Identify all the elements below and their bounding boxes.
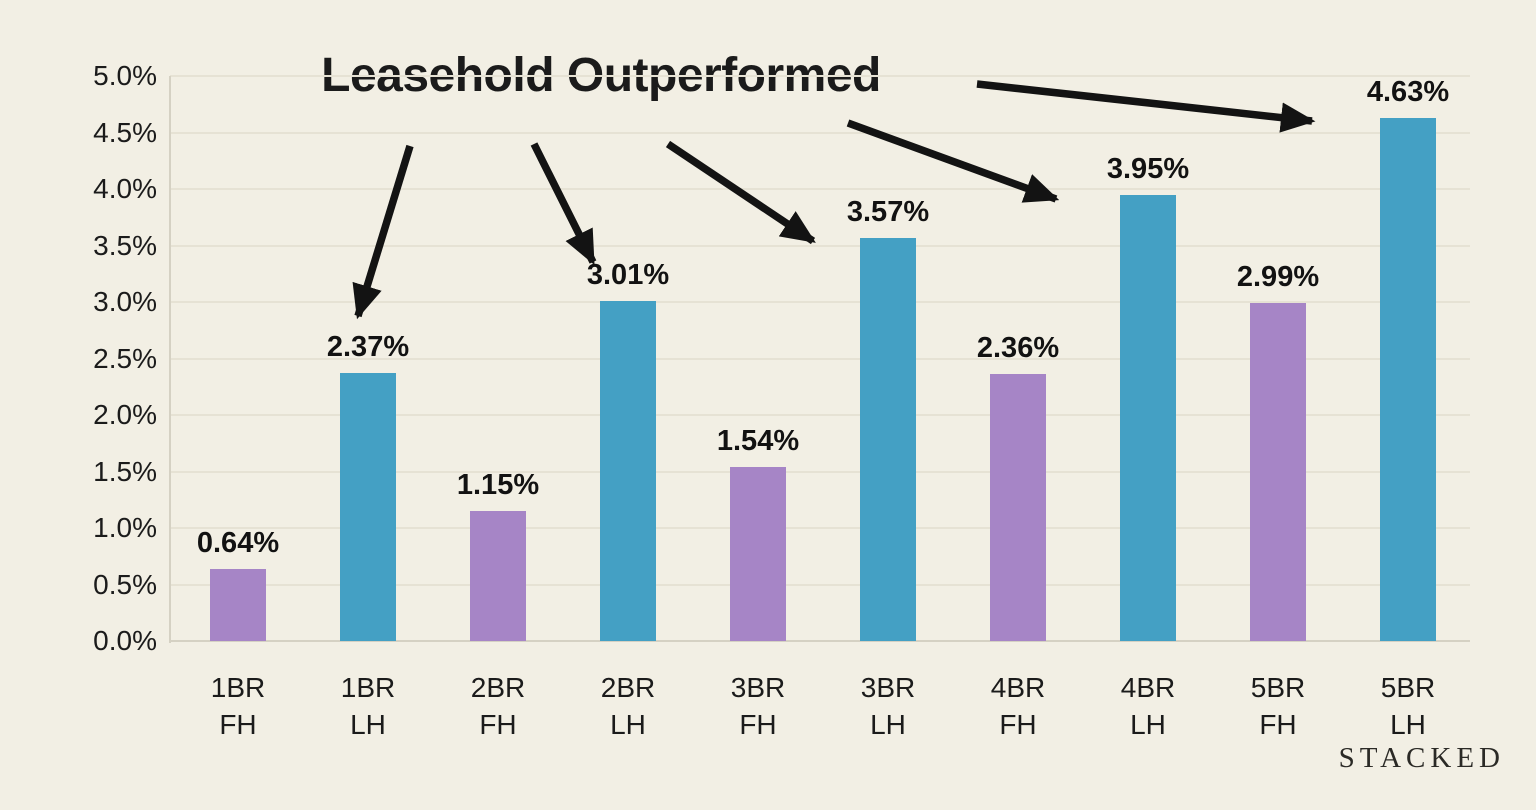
gridline — [170, 414, 1470, 416]
gridline — [170, 583, 1470, 586]
value-label: 3.95% — [1106, 152, 1190, 185]
bar-1br-lh — [340, 373, 396, 641]
gridline — [170, 188, 1470, 190]
x-tick-label: 1BR FH — [210, 672, 266, 740]
y-tick-label: 1.0% — [93, 512, 157, 543]
value-label: 2.36% — [976, 332, 1060, 365]
bar-4br-fh — [990, 374, 1046, 641]
bar-5br-lh — [1380, 117, 1436, 641]
y-tick-label: 4.5% — [93, 116, 157, 148]
x-tick-label: 2BR LH — [600, 672, 656, 740]
bar-2br-lh — [600, 300, 656, 641]
bar-5br-fh — [1250, 303, 1306, 641]
gridline — [170, 357, 1470, 360]
value-label: 2.37% — [326, 331, 410, 364]
y-axis-line — [169, 76, 171, 643]
arrow-to-3br-lh — [665, 140, 816, 245]
value-label: 3.57% — [846, 195, 930, 228]
x-tick-label: 4BR LH — [1120, 672, 1176, 740]
value-label: 4.63% — [1366, 75, 1450, 108]
value-label: 3.01% — [586, 258, 670, 291]
arrow-to-1br-lh — [352, 144, 414, 320]
gridline — [170, 527, 1470, 529]
y-tick-label: 2.0% — [93, 399, 157, 430]
bar-3br-fh — [730, 466, 786, 641]
bar-1br-fh — [210, 568, 266, 641]
value-label: 1.15% — [456, 469, 540, 502]
y-tick-label: 2.5% — [93, 342, 157, 374]
x-tick-label: 3BR FH — [730, 672, 786, 740]
x-axis-baseline — [170, 640, 1470, 642]
value-label: 0.64% — [196, 526, 280, 559]
gridline — [170, 301, 1470, 303]
value-label: 2.99% — [1236, 261, 1320, 294]
gridline — [170, 75, 1470, 77]
y-tick-label: 4.0% — [93, 173, 157, 204]
x-tick-label: 1BR LH — [340, 672, 396, 740]
x-tick-label: 3BR LH — [860, 672, 916, 740]
y-tick-label: 5.0% — [93, 60, 157, 91]
y-tick-label: 0.5% — [93, 568, 157, 600]
y-tick-label: 3.0% — [93, 286, 157, 317]
y-tick-label: 3.5% — [93, 229, 157, 261]
x-tick-label: 5BR FH — [1250, 672, 1306, 740]
y-tick-label: 1.5% — [93, 455, 157, 487]
gridline — [170, 131, 1470, 134]
value-label: 1.54% — [716, 424, 800, 457]
bar-3br-lh — [860, 237, 916, 641]
x-tick-label: 2BR FH — [470, 672, 526, 740]
stacked-logo: STACKED — [1338, 742, 1505, 774]
gridline — [170, 470, 1470, 473]
x-tick-label: 5BR LH — [1380, 672, 1436, 740]
x-tick-label: 4BR FH — [990, 672, 1046, 740]
bar-2br-fh — [470, 511, 526, 641]
gridline — [170, 244, 1470, 247]
bar-4br-lh — [1120, 194, 1176, 641]
y-tick-label: 0.0% — [93, 625, 157, 656]
